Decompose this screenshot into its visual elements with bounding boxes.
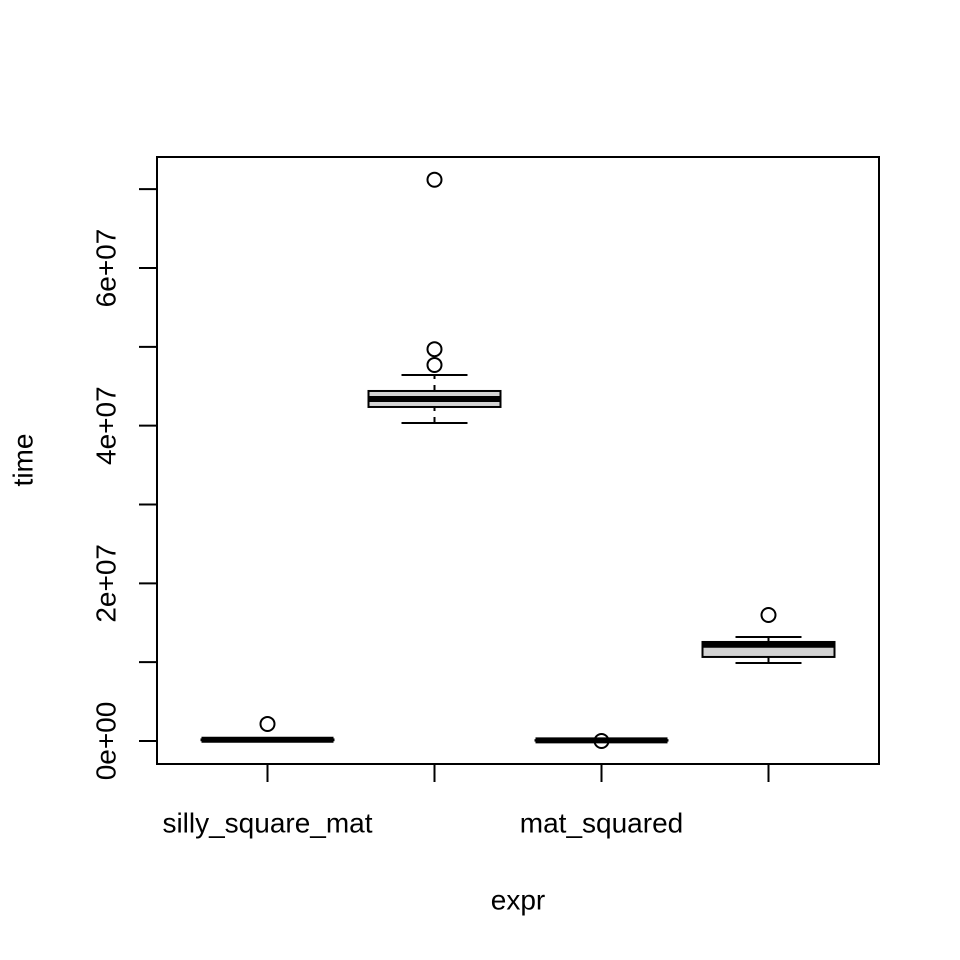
- outlier: [593, 732, 610, 749]
- y-axis-label: time: [7, 434, 38, 487]
- plot-frame: [156, 156, 880, 765]
- x-axis-label: expr: [491, 884, 545, 915]
- outlier: [426, 356, 443, 373]
- outlier: [760, 607, 777, 624]
- y-tick-label: 2e+07: [90, 544, 121, 623]
- outlier: [259, 715, 276, 732]
- outlier: [426, 171, 443, 188]
- x-tick-label: silly_square_mat: [162, 807, 372, 838]
- y-tick-label: 0e+00: [90, 702, 121, 781]
- y-tick-label: 6e+07: [90, 229, 121, 308]
- x-tick-label: mat_squared: [520, 807, 683, 838]
- y-tick-label: 4e+07: [90, 386, 121, 465]
- outlier: [426, 341, 443, 358]
